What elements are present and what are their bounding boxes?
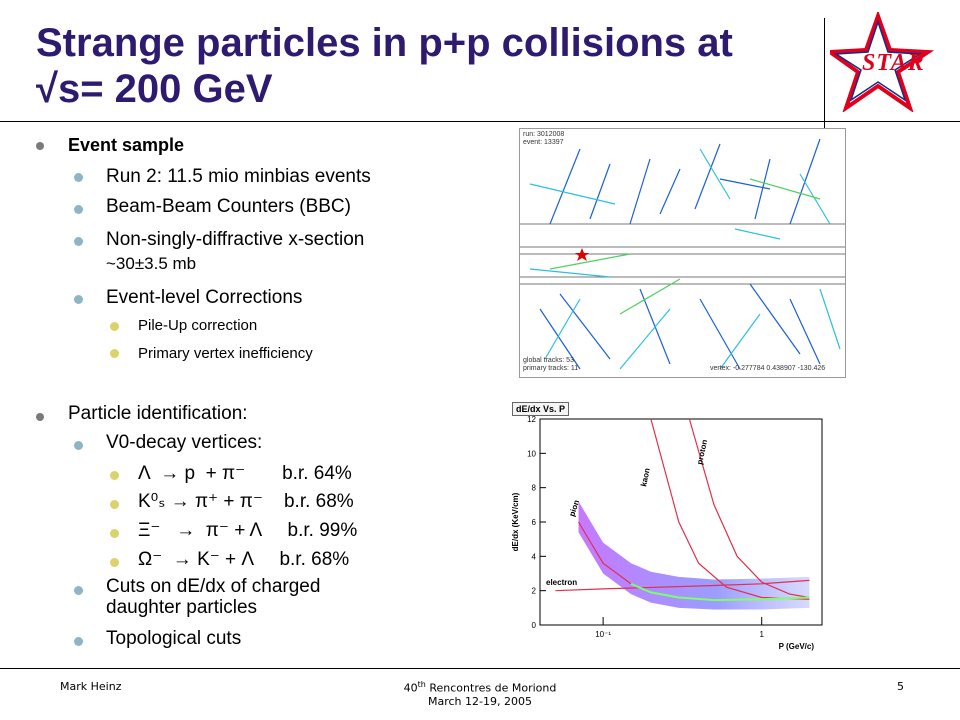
vertex-star-icon xyxy=(575,248,589,261)
bullet-dot-icon xyxy=(110,471,119,480)
curve-kaon xyxy=(650,418,810,600)
event-display: run: 3012008 event: 13397 global tracks:… xyxy=(519,128,846,378)
logo-text: STAR xyxy=(862,50,925,76)
curve-electron xyxy=(555,579,810,592)
bullet-dot-icon xyxy=(74,586,83,595)
primary-tracks: primary tracks: 11 xyxy=(523,365,579,372)
bullet-dot-icon xyxy=(36,413,44,421)
bullet-dot-icon xyxy=(74,173,83,182)
bullet-dot-icon xyxy=(74,205,83,214)
bullet-cuts-line2: daughter particles xyxy=(106,597,258,618)
bullet-nsd-line2: ~30±3.5 mb xyxy=(106,254,197,273)
footer-conference: 40th Rencontres de Moriond March 12-19, … xyxy=(403,680,557,708)
y-tick-label: 10 xyxy=(527,449,536,458)
y-tick-label: 0 xyxy=(532,621,537,630)
bullet-pid: Particle identification: xyxy=(68,403,248,424)
curve-proton xyxy=(688,418,810,599)
star-logo-icon xyxy=(830,12,935,112)
bullet-v0: V0-decay vertices: xyxy=(106,432,263,453)
bullet-dot-icon xyxy=(36,142,44,150)
decay-k0s: K⁰ₛ → π⁺ + π⁻ b.r. 68% xyxy=(138,490,354,513)
bullet-topo: Topological cuts xyxy=(106,628,242,649)
bullet-dot-icon xyxy=(110,322,119,331)
decay-k0s-products: → π⁺ + π⁻ b.r. 68% xyxy=(170,491,354,512)
y-tick-label: 4 xyxy=(532,552,537,561)
band-label-kaon: kaon xyxy=(639,467,652,487)
bullet-dot-icon xyxy=(110,529,119,538)
bullet-bbc: Beam-Beam Counters (BBC) xyxy=(106,196,351,217)
bullet-event-level: Event-level Corrections xyxy=(106,287,303,308)
slide-title: Strange particles in p+p collisions at √… xyxy=(36,20,816,112)
x-axis-label: P (GeV/c) xyxy=(779,642,815,651)
footer-divider xyxy=(0,668,960,669)
y-axis-label: dE/dx (KeV/cm) xyxy=(511,492,520,551)
decay-xi: Ξ⁻ → π⁻ + Λ b.r. 99% xyxy=(138,520,358,541)
global-tracks: global tracks: 53 xyxy=(523,357,574,364)
x-tick-label: 1 xyxy=(759,630,764,639)
vertex-info: vertex: -0.277784 0.438907 -130.426 xyxy=(710,365,826,372)
y-tick-label: 8 xyxy=(532,484,537,493)
bullet-dot-icon xyxy=(110,500,119,509)
bullet-vertex-ineff: Primary vertex inefficiency xyxy=(138,345,313,362)
y-tick-label: 2 xyxy=(532,587,537,596)
bullet-cuts-line1: Cuts on dE/dx of charged xyxy=(106,576,321,597)
bullet-nsd-line1: Non-singly-diffractive x-section xyxy=(106,229,365,250)
x-tick-label: 10⁻¹ xyxy=(595,630,611,639)
event-info: event: 13397 xyxy=(523,139,564,146)
decay-k0s-parent: K⁰ₛ xyxy=(138,491,166,512)
bullet-dot-icon xyxy=(74,441,83,450)
y-tick-label: 6 xyxy=(532,518,537,527)
bullet-dot-icon xyxy=(74,237,83,246)
y-tick-label: 12 xyxy=(527,415,536,424)
title-vertical-divider xyxy=(824,18,825,142)
bullet-pileup: Pile-Up correction xyxy=(138,317,258,334)
slide-title-line2: √s= 200 GeV xyxy=(36,67,273,111)
bullet-dot-icon xyxy=(110,558,119,567)
bullet-dot-icon xyxy=(74,637,83,646)
footer-page-number: 5 xyxy=(897,680,904,693)
slide-title-line1: Strange particles in p+p collisions at xyxy=(36,21,733,65)
pion-band-core xyxy=(630,582,810,602)
footer-author: Mark Heinz xyxy=(60,680,122,693)
dedx-plot-title: dE/dx Vs. P xyxy=(512,402,570,416)
bullet-dot-icon xyxy=(110,349,119,358)
decay-lambda: Λ → p + π⁻ b.r. 64% xyxy=(138,463,352,484)
decay-omega: Ω⁻ → K⁻ + Λ b.r. 68% xyxy=(138,549,350,570)
band-label-electron: electron xyxy=(546,578,577,587)
bullet-run2: Run 2: 11.5 mio minbias events xyxy=(106,166,371,187)
dedx-plot: dE/dx Vs. P 0 2 4 6 8 10 12 10⁻¹ 1 dE/dx (KeV/cm)… xyxy=(496,397,830,657)
bullet-dot-icon xyxy=(74,295,83,304)
event-tracks xyxy=(520,138,845,370)
run-info: run: 3012008 xyxy=(523,131,565,138)
pion-band-fill xyxy=(578,501,810,610)
title-divider xyxy=(0,121,960,122)
bullet-event-sample: Event sample xyxy=(68,135,185,155)
